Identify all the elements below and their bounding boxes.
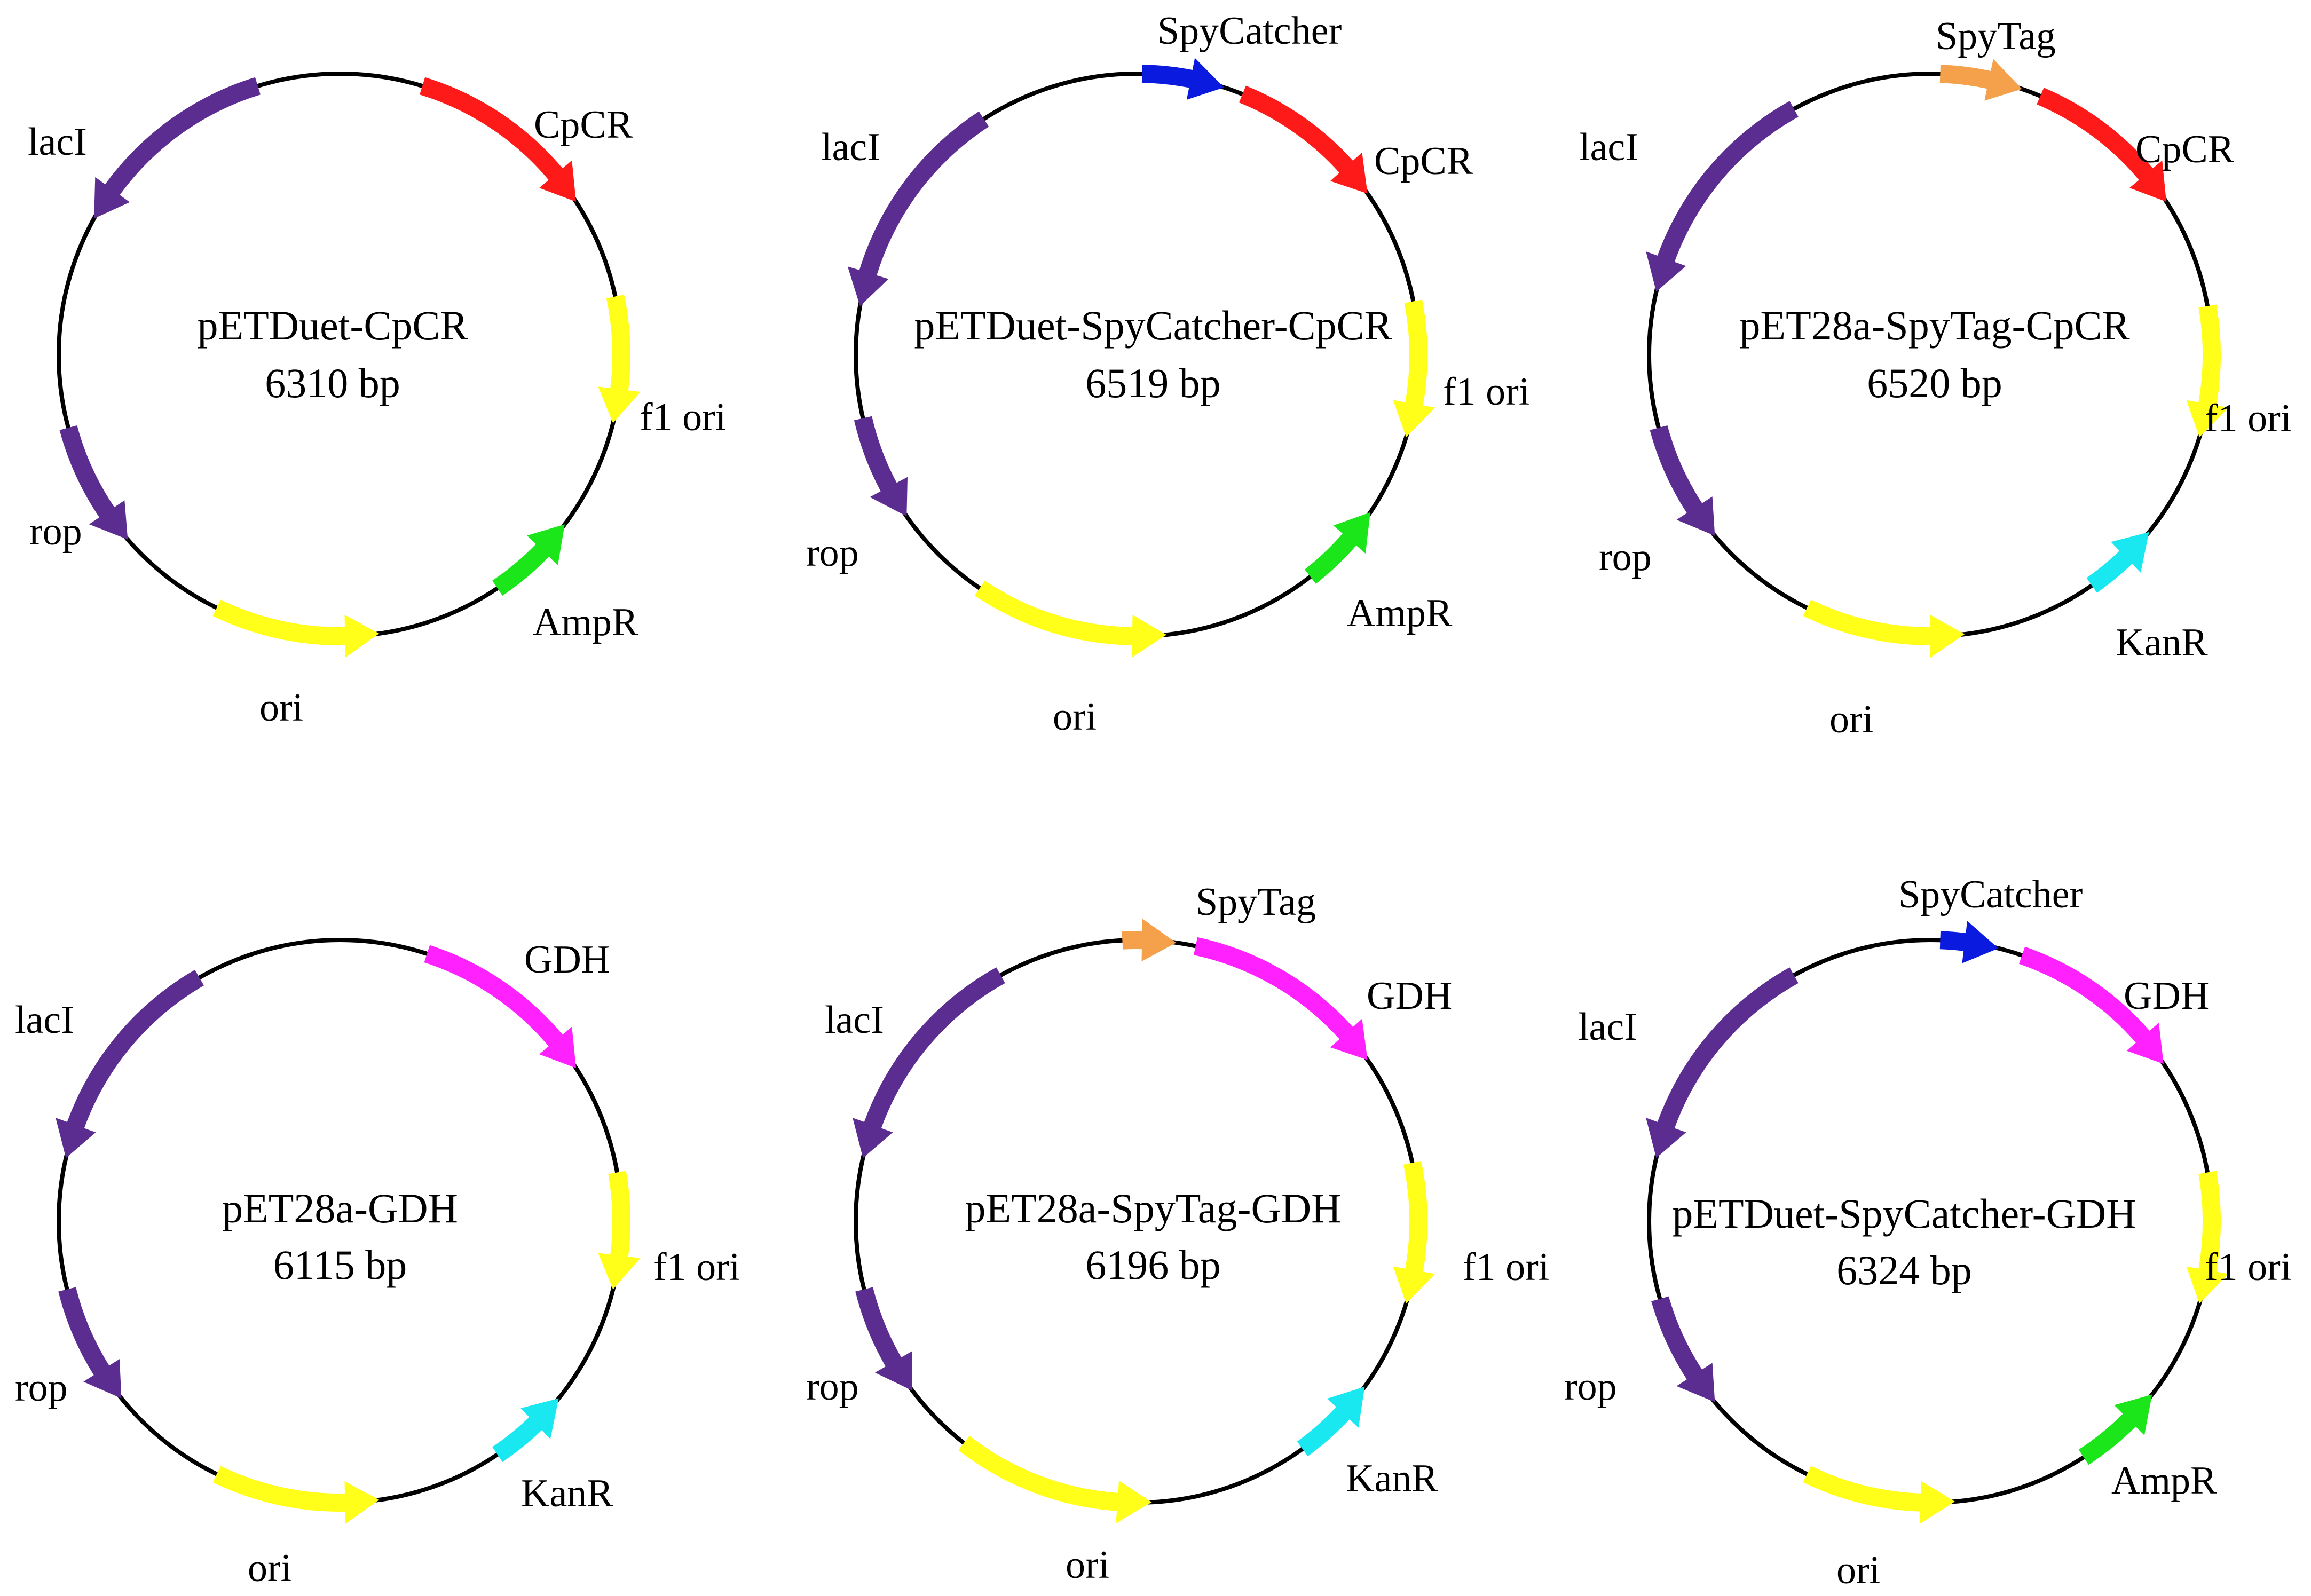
plasmid-5-feature-1-label: SpyTag xyxy=(1196,880,1316,924)
plasmid-1-size: 6310 bp xyxy=(265,360,400,406)
plasmid-1-feature-2-label: f1 ori xyxy=(640,396,726,439)
plasmid-3-feature-5-label: ori xyxy=(1829,698,1873,741)
plasmid-4-feature-4-label: ori xyxy=(248,1546,291,1590)
plasmid-5-feature-6-arrow xyxy=(855,1287,913,1391)
plasmid-6-feature-4-label: AmpR xyxy=(2111,1459,2217,1503)
plasmid-5-feature-4-arrow xyxy=(1297,1386,1365,1457)
plasmid-1-feature-3-label: AmpR xyxy=(533,601,638,644)
plasmid-2-feature-3-arrow xyxy=(1393,299,1435,438)
plasmid-2-feature-6-label: rop xyxy=(806,531,859,575)
plasmid-3-feature-2-label: CpCR xyxy=(2135,128,2235,171)
plasmid-4-name: pET28a-GDH xyxy=(222,1185,458,1231)
plasmid-3-feature-4-label: KanR xyxy=(2116,621,2208,665)
plasmid-5-feature-4-label: KanR xyxy=(1346,1457,1438,1500)
plasmid-6-feature-6-arrow xyxy=(1651,1296,1715,1402)
plasmid-2-feature-7-arrow xyxy=(847,111,989,306)
plasmid-1-feature-6-label: lacI xyxy=(28,120,87,164)
plasmid-2-feature-1-arrow xyxy=(1141,58,1224,100)
plasmid-4-feature-2-label: f1 ori xyxy=(653,1245,740,1289)
plasmid-2-feature-5-label: ori xyxy=(1053,695,1097,739)
plasmid-4-feature-3-arrow xyxy=(492,1398,559,1462)
plasmid-6-feature-1-arrow xyxy=(1939,921,1999,963)
plasmid-1-feature-5-arrow xyxy=(59,425,128,540)
plasmid-6-name: pETDuet-SpyCatcher-GDH xyxy=(1672,1190,2136,1237)
plasmid-1-feature-1-label: CpCR xyxy=(534,103,633,147)
plasmid-6-feature-2-arrow xyxy=(2019,946,2164,1064)
plasmid-1-feature-4-label: ori xyxy=(259,686,303,730)
plasmid-3-size: 6520 bp xyxy=(1867,360,2002,406)
plasmid-3-feature-1-label: SpyTag xyxy=(1936,14,2056,58)
plasmid-6-feature-5-arrow xyxy=(1803,1466,1955,1524)
plasmid-map-4: GDH f1 ori KanR ori rop lacI pET28a-GDH … xyxy=(15,938,740,1590)
plasmid-2-feature-7-label: lacI xyxy=(821,125,880,169)
plasmid-3-name: pET28a-SpyTag-CpCR xyxy=(1739,302,2129,349)
plasmid-6-feature-7-arrow xyxy=(1646,967,1799,1158)
plasmid-2-size: 6519 bp xyxy=(1085,360,1221,406)
plasmid-5-feature-5-arrow xyxy=(958,1435,1152,1523)
plasmid-5-feature-6-label: rop xyxy=(806,1365,859,1409)
plasmid-3-feature-5-arrow xyxy=(1803,599,1965,658)
plasmid-5-feature-7-label: lacI xyxy=(825,998,884,1042)
plasmid-3-feature-6-label: rop xyxy=(1599,535,1652,579)
plasmid-5-name: pET28a-SpyTag-GDH xyxy=(965,1185,1341,1231)
plasmid-5-feature-2-label: GDH xyxy=(1367,974,1452,1018)
plasmid-2-feature-3-label: f1 ori xyxy=(1443,370,1529,414)
plasmid-5-feature-7-arrow xyxy=(853,967,1005,1158)
plasmid-4-feature-3-label: KanR xyxy=(521,1472,613,1515)
plasmid-3-feature-2-arrow xyxy=(2037,88,2166,202)
plasmid-2-name: pETDuet-SpyCatcher-CpCR xyxy=(914,302,1392,349)
plasmid-4-feature-6-label: lacI xyxy=(15,998,74,1042)
plasmid-4-feature-4-arrow xyxy=(212,1466,380,1524)
plasmid-3-feature-7-arrow xyxy=(1646,101,1799,292)
plasmid-4-feature-5-arrow xyxy=(58,1287,122,1399)
plasmid-1-name: pETDuet-CpCR xyxy=(198,302,468,349)
plasmid-3-feature-7-label: lacI xyxy=(1579,125,1638,169)
plasmid-2-feature-5-arrow xyxy=(974,580,1167,658)
plasmid-4-feature-1-arrow xyxy=(424,945,576,1068)
plasmid-6-feature-3-arrow xyxy=(2186,1171,2229,1304)
plasmid-2-feature-6-arrow xyxy=(854,416,908,517)
plasmid-map-3: SpyTag CpCR f1 ori KanR ori rop lacI pET… xyxy=(1579,14,2291,741)
plasmid-2-feature-2-label: CpCR xyxy=(1374,139,1473,183)
plasmid-6-feature-2-label: GDH xyxy=(2124,974,2209,1018)
plasmid-4-feature-5-label: rop xyxy=(15,1366,68,1410)
plasmid-6-feature-3-label: f1 ori xyxy=(2205,1245,2291,1289)
plasmid-5-feature-5-label: ori xyxy=(1066,1543,1109,1587)
plasmid-1-feature-6-arrow xyxy=(94,77,261,219)
plasmid-map-5: SpyTag GDH f1 ori KanR ori rop lacI pET2… xyxy=(806,880,1549,1587)
plasmid-3-feature-1-arrow xyxy=(1939,59,2022,101)
plasmid-3-feature-4-arrow xyxy=(2086,532,2149,593)
plasmid-4-feature-2-arrow xyxy=(598,1171,641,1290)
plasmid-6-size: 6324 bp xyxy=(1836,1247,1972,1293)
plasmid-6-feature-4-arrow xyxy=(2078,1394,2152,1465)
plasmid-5-feature-2-arrow xyxy=(1194,937,1368,1060)
plasmid-4-size: 6115 bp xyxy=(273,1242,407,1288)
plasmid-6-feature-7-label: lacI xyxy=(1578,1005,1637,1049)
plasmid-5-feature-3-label: f1 ori xyxy=(1463,1245,1549,1289)
plasmid-3-feature-3-label: f1 ori xyxy=(2205,397,2291,440)
plasmid-1-feature-5-label: rop xyxy=(29,510,82,554)
plasmid-2-feature-2-arrow xyxy=(1239,85,1368,194)
plasmid-5-feature-1-arrow xyxy=(1122,919,1177,962)
plasmid-3-feature-6-arrow xyxy=(1650,425,1715,536)
plasmid-2-feature-1-label: SpyCatcher xyxy=(1157,9,1342,53)
plasmid-6-feature-6-label: rop xyxy=(1564,1365,1617,1409)
plasmid-5-feature-3-arrow xyxy=(1393,1160,1435,1304)
plasmid-3-feature-3-arrow xyxy=(2186,304,2229,438)
plasmid-4-feature-1-label: GDH xyxy=(524,938,610,982)
plasmid-1-feature-3-arrow xyxy=(492,524,565,596)
plasmid-map-1: CpCR f1 ori AmpR ori rop lacI pETDuet-Cp… xyxy=(28,72,726,730)
plasmid-4-feature-6-arrow xyxy=(56,969,204,1158)
plasmid-2-feature-4-label: AmpR xyxy=(1347,591,1453,635)
plasmid-1-feature-1-arrow xyxy=(420,77,576,202)
plasmid-map-2: SpyCatcher CpCR f1 ori AmpR ori rop lacI… xyxy=(806,9,1529,739)
plasmid-map-6: SpyCatcher GDH f1 ori AmpR ori rop lacI … xyxy=(1564,873,2291,1592)
plasmid-1-feature-4-arrow xyxy=(212,599,380,658)
plasmid-5-size: 6196 bp xyxy=(1085,1242,1221,1288)
plasmid-2-feature-4-arrow xyxy=(1305,512,1370,584)
plasmid-1-feature-2-arrow xyxy=(598,294,641,423)
plasmid-6-feature-5-label: ori xyxy=(1836,1548,1880,1592)
plasmid-6-feature-1-label: SpyCatcher xyxy=(1898,873,2083,916)
